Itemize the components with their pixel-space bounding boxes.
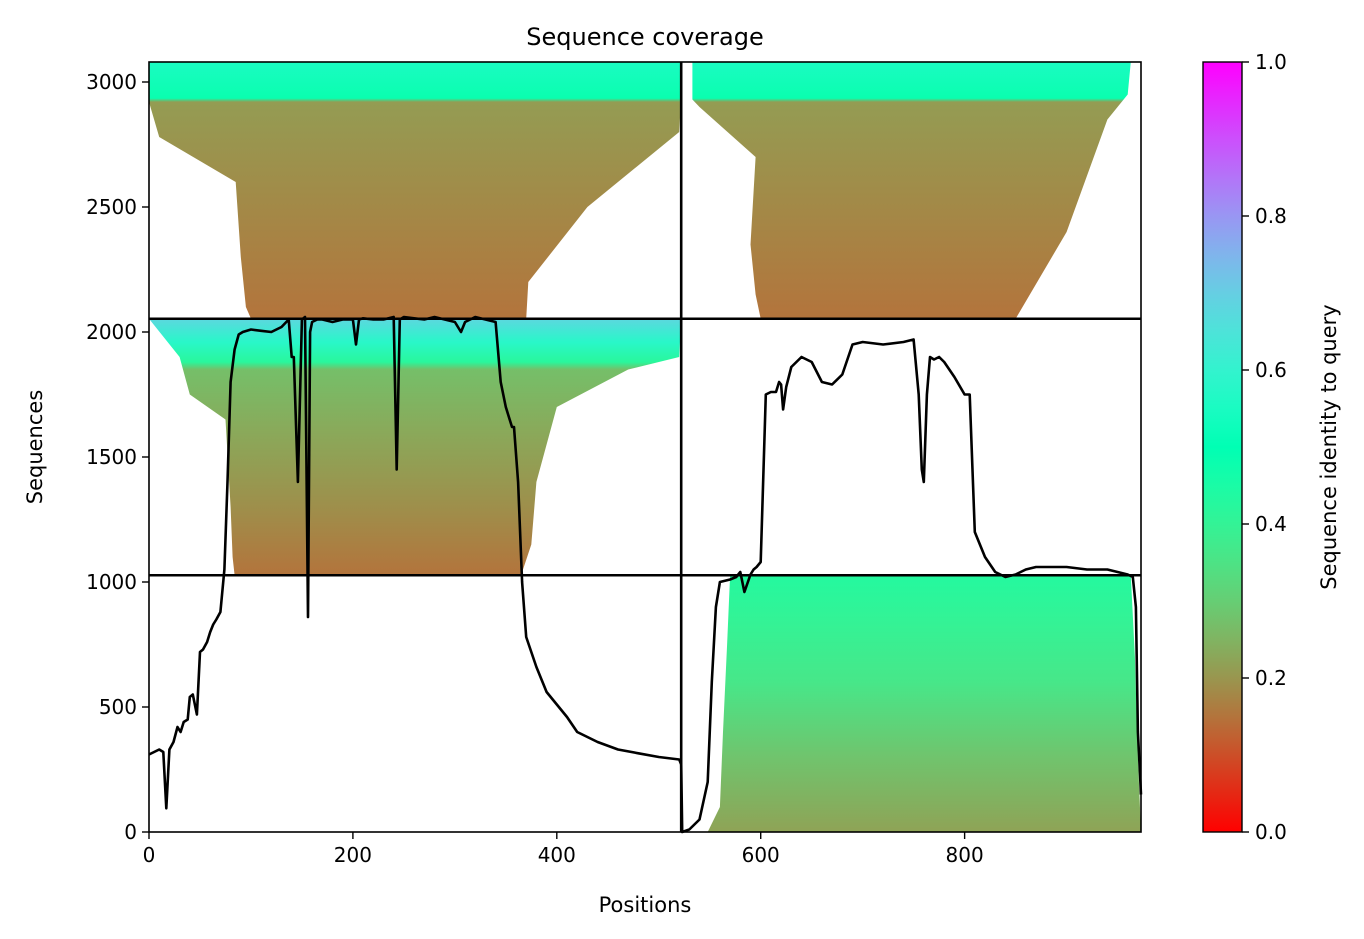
y-tick-label: 3000 (86, 70, 137, 94)
y-tick-label: 2000 (86, 320, 137, 344)
plot-frame (148, 61, 1142, 833)
y-tick-label: 0 (124, 820, 137, 844)
chart-title: Sequence coverage (526, 23, 763, 51)
x-axis-ticks: 0 200 400 600 800 (143, 832, 984, 867)
alignment-block (692, 62, 1131, 319)
alignment-block (707, 575, 1141, 832)
alignment-block (149, 318, 682, 576)
x-tick-label: 800 (946, 843, 984, 867)
alignment-blocks (149, 62, 1141, 832)
colorbar-tick-label: 0.2 (1255, 666, 1287, 690)
block-separators (149, 62, 1141, 832)
y-axis-label: Sequences (23, 390, 47, 505)
colorbar-tick-label: 0.0 (1255, 820, 1287, 844)
colorbar-tick-label: 0.4 (1255, 512, 1287, 536)
y-tick-label: 1000 (86, 570, 137, 594)
colorbar-tick-label: 1.0 (1255, 50, 1287, 74)
colorbar (1202, 61, 1243, 833)
x-tick-label: 0 (143, 843, 156, 867)
y-tick-label: 1500 (86, 445, 137, 469)
x-axis-label: Positions (599, 893, 692, 917)
y-axis-ticks: 0 500 1000 1500 2000 2500 3000 (86, 70, 149, 844)
colorbar-ticks: 0.0 0.2 0.4 0.6 0.8 1.0 (1242, 50, 1287, 844)
x-tick-label: 200 (334, 843, 372, 867)
colorbar-tick-label: 0.6 (1255, 358, 1287, 382)
y-tick-label: 2500 (86, 195, 137, 219)
y-tick-label: 500 (99, 695, 137, 719)
colorbar-label: Sequence identity to query (1317, 304, 1341, 589)
x-tick-label: 400 (538, 843, 576, 867)
coverage-line (148, 315, 1143, 834)
colorbar-tick-label: 0.8 (1255, 204, 1287, 228)
x-tick-label: 600 (742, 843, 780, 867)
alignment-block (149, 62, 682, 319)
